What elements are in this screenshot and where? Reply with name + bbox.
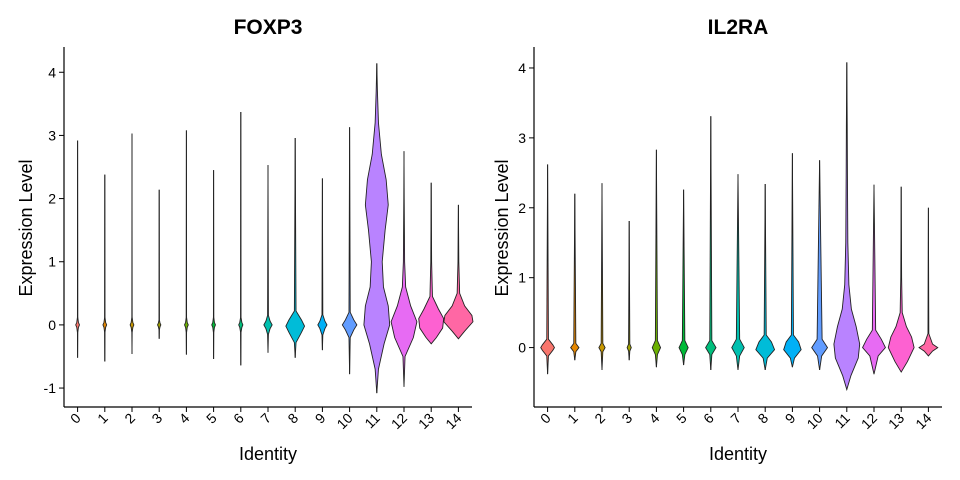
x-tick-label: 1 — [564, 410, 581, 427]
x-tick-label: 2 — [591, 410, 608, 427]
panel-foxp3: FOXP3 Expression Level Identity -1012340… — [16, 16, 474, 464]
x-tick-label: 3 — [618, 410, 635, 427]
violin-4 — [184, 130, 189, 355]
x-tick-label: 7 — [257, 410, 274, 427]
violin-9 — [783, 153, 802, 368]
x-tick-label: 11 — [361, 410, 383, 432]
x-tick-label: 2 — [121, 410, 138, 427]
y-tick-label: 4 — [48, 64, 56, 80]
violin-10 — [341, 127, 358, 375]
violin-12 — [862, 184, 886, 375]
x-tick-label: 4 — [176, 410, 193, 427]
panel-title: IL2RA — [708, 16, 769, 39]
x-tick-label: 8 — [284, 410, 301, 427]
violin-14 — [918, 207, 939, 357]
x-tick-label: 3 — [148, 410, 165, 427]
x-tick-label: 7 — [727, 410, 744, 427]
y-tick-label: 2 — [48, 191, 56, 207]
x-tick-label: 6 — [700, 410, 717, 427]
violin-9 — [317, 178, 328, 351]
violin-8 — [755, 184, 776, 371]
violin-10 — [811, 160, 829, 371]
x-tick-label: 6 — [230, 410, 247, 427]
x-tick-label: 12 — [388, 410, 410, 432]
violin-7 — [731, 174, 745, 371]
x-tick-label: 12 — [858, 410, 880, 432]
violin-2 — [129, 133, 135, 354]
x-tick-label: 0 — [537, 410, 554, 427]
x-tick-label: 5 — [673, 410, 690, 427]
y-tick-label: 1 — [48, 254, 56, 270]
x-tick-label: 13 — [415, 410, 437, 432]
x-tick-label: 0 — [67, 410, 84, 427]
x-tick-label: 10 — [803, 410, 825, 432]
x-tick-label: 11 — [831, 410, 853, 432]
x-axis-label: Identity — [709, 444, 767, 464]
x-tick-label: 14 — [442, 410, 464, 432]
violin-3 — [157, 189, 162, 339]
violin-1 — [102, 174, 108, 362]
x-tick-label: 9 — [782, 410, 799, 427]
y-tick-label: 0 — [48, 317, 56, 333]
y-tick-label: 1 — [518, 270, 526, 286]
x-tick-label: 10 — [333, 410, 355, 432]
violin-13 — [418, 182, 445, 345]
violin-8 — [285, 137, 306, 358]
violin-13 — [887, 186, 915, 373]
violin-1 — [570, 193, 580, 361]
y-tick-label: 3 — [518, 130, 526, 146]
violin-0 — [75, 140, 80, 358]
violin-0 — [540, 164, 555, 375]
x-tick-label: 14 — [912, 410, 934, 432]
violin-5 — [678, 189, 689, 366]
y-axis-label: Expression Level — [492, 159, 512, 296]
x-tick-label: 4 — [646, 410, 663, 427]
violin-3 — [626, 221, 632, 361]
violin-5 — [211, 170, 216, 360]
y-tick-label: 0 — [518, 340, 526, 356]
x-tick-label: 1 — [94, 410, 111, 427]
panel-title: FOXP3 — [234, 16, 303, 39]
y-tick-label: 3 — [48, 127, 56, 143]
violin-11 — [833, 62, 861, 392]
violin-7 — [263, 165, 273, 353]
violin-12 — [390, 151, 418, 387]
violin-2 — [598, 183, 606, 370]
violin-4 — [651, 149, 662, 368]
violin-6 — [238, 112, 244, 366]
violin-14 — [443, 204, 474, 340]
x-tick-label: 5 — [203, 410, 220, 427]
y-tick-label: 2 — [518, 200, 526, 216]
violin-6 — [705, 116, 717, 370]
x-axis-label: Identity — [239, 444, 297, 464]
x-tick-label: 9 — [312, 410, 329, 427]
y-tick-label: 4 — [518, 60, 526, 76]
x-tick-label: 8 — [754, 410, 771, 427]
x-tick-label: 13 — [885, 410, 907, 432]
violin-11 — [363, 63, 391, 394]
y-tick-label: -1 — [44, 380, 57, 396]
y-axis-label: Expression Level — [16, 159, 36, 296]
